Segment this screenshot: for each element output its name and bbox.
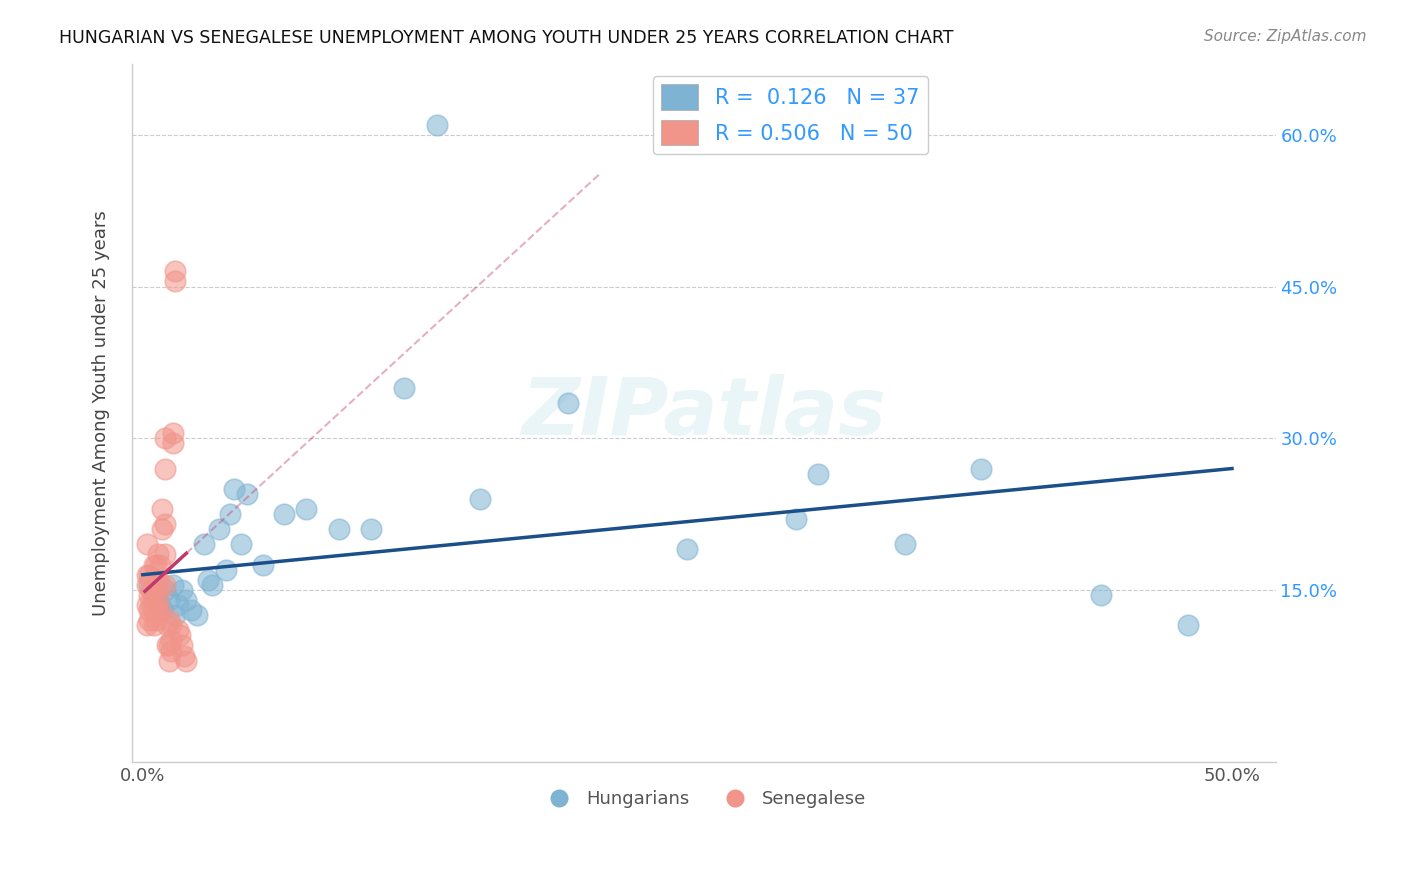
- Point: [894, 537, 917, 551]
- Point: [138, 578, 160, 592]
- Point: [328, 522, 350, 536]
- Point: [170, 639, 193, 653]
- Point: [156, 639, 179, 653]
- Point: [224, 482, 246, 496]
- Point: [1090, 588, 1112, 602]
- Point: [166, 598, 188, 612]
- Point: [149, 558, 172, 572]
- Point: [141, 582, 163, 597]
- Point: [170, 582, 193, 597]
- Point: [160, 618, 183, 632]
- Point: [153, 461, 176, 475]
- Point: [141, 598, 163, 612]
- Point: [557, 396, 579, 410]
- Point: [138, 613, 160, 627]
- Point: [145, 593, 167, 607]
- Point: [150, 603, 173, 617]
- Point: [165, 264, 187, 278]
- Point: [146, 593, 169, 607]
- Point: [180, 603, 202, 617]
- Point: [160, 643, 183, 657]
- Point: [229, 537, 252, 551]
- Point: [157, 654, 180, 668]
- Point: [136, 598, 159, 612]
- Point: [138, 567, 160, 582]
- Point: [145, 613, 167, 627]
- Point: [176, 593, 198, 607]
- Point: [162, 426, 184, 441]
- Text: Source: ZipAtlas.com: Source: ZipAtlas.com: [1204, 29, 1367, 44]
- Point: [145, 558, 167, 572]
- Point: [153, 582, 176, 597]
- Point: [142, 603, 165, 617]
- Point: [201, 578, 224, 592]
- Point: [426, 118, 449, 132]
- Point: [219, 507, 242, 521]
- Point: [208, 522, 231, 536]
- Point: [138, 588, 160, 602]
- Point: [136, 578, 159, 592]
- Point: [146, 573, 169, 587]
- Point: [676, 542, 699, 557]
- Point: [136, 618, 159, 632]
- Point: [214, 563, 236, 577]
- Legend: Hungarians, Senegalese: Hungarians, Senegalese: [534, 783, 873, 815]
- Point: [149, 578, 172, 592]
- Point: [145, 578, 167, 592]
- Point: [142, 588, 165, 602]
- Point: [360, 522, 382, 536]
- Point: [273, 507, 295, 521]
- Point: [165, 275, 187, 289]
- Point: [176, 654, 198, 668]
- Point: [142, 588, 165, 602]
- Point: [157, 593, 180, 607]
- Point: [173, 648, 195, 663]
- Point: [157, 613, 180, 627]
- Point: [193, 537, 215, 551]
- Point: [150, 522, 173, 536]
- Point: [970, 461, 993, 475]
- Point: [295, 502, 318, 516]
- Point: [157, 639, 180, 653]
- Point: [150, 502, 173, 516]
- Text: ZIPatlas: ZIPatlas: [522, 374, 886, 452]
- Point: [165, 608, 187, 623]
- Text: HUNGARIAN VS SENEGALESE UNEMPLOYMENT AMONG YOUTH UNDER 25 YEARS CORRELATION CHAR: HUNGARIAN VS SENEGALESE UNEMPLOYMENT AMO…: [59, 29, 953, 46]
- Point: [142, 618, 165, 632]
- Point: [136, 537, 159, 551]
- Point: [153, 517, 176, 532]
- Point: [162, 578, 184, 592]
- Point: [136, 567, 159, 582]
- Point: [156, 618, 179, 632]
- Point: [153, 431, 176, 445]
- Point: [807, 467, 830, 481]
- Point: [146, 608, 169, 623]
- Point: [149, 598, 172, 612]
- Point: [197, 573, 219, 587]
- Point: [145, 598, 167, 612]
- Point: [1177, 618, 1199, 632]
- Point: [138, 603, 160, 617]
- Point: [169, 628, 191, 642]
- Point: [146, 548, 169, 562]
- Point: [153, 578, 176, 592]
- Point: [470, 491, 492, 506]
- Point: [142, 558, 165, 572]
- Point: [186, 608, 208, 623]
- Point: [785, 512, 807, 526]
- Point: [166, 624, 188, 638]
- Point: [149, 603, 172, 617]
- Y-axis label: Unemployment Among Youth under 25 years: Unemployment Among Youth under 25 years: [93, 210, 110, 615]
- Point: [252, 558, 274, 572]
- Point: [236, 487, 259, 501]
- Point: [162, 436, 184, 450]
- Point: [160, 633, 183, 648]
- Point: [153, 548, 176, 562]
- Point: [392, 381, 415, 395]
